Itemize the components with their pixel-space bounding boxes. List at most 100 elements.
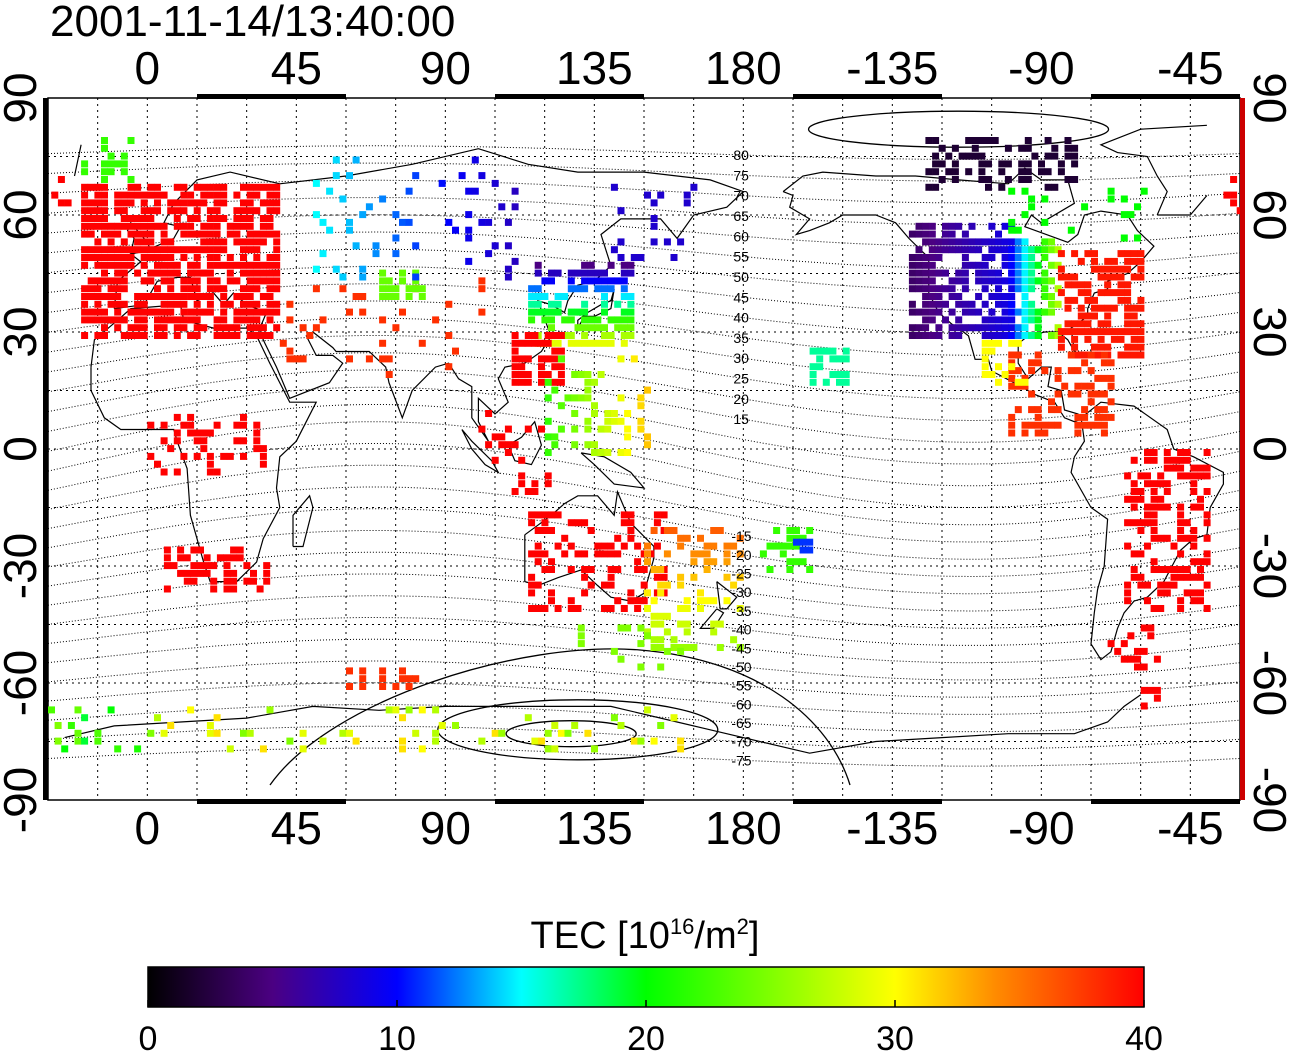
tec-cell bbox=[995, 324, 1002, 332]
tec-cell bbox=[925, 137, 933, 144]
contour-line bbox=[48, 214, 1240, 247]
tec-cell bbox=[418, 339, 426, 347]
tec-cell bbox=[1144, 597, 1151, 605]
tec-cell bbox=[627, 589, 635, 597]
tec-cell bbox=[193, 452, 201, 460]
tec-cell bbox=[981, 363, 989, 371]
tec-cell bbox=[167, 285, 175, 293]
tec-cell bbox=[524, 332, 532, 339]
tec-cell bbox=[1094, 421, 1102, 429]
tec-cell bbox=[259, 230, 267, 238]
tec-cell bbox=[412, 729, 420, 737]
tec-cell bbox=[1054, 324, 1062, 332]
tec-cell bbox=[286, 316, 294, 324]
colorbar-title-sup1: 16 bbox=[670, 914, 694, 939]
tec-cell bbox=[253, 207, 261, 215]
tec-cell bbox=[922, 277, 930, 285]
tec-cell bbox=[564, 394, 572, 402]
tec-cell bbox=[213, 199, 221, 207]
tec-cell bbox=[200, 191, 208, 199]
contour-label--75: -75 bbox=[731, 752, 751, 768]
tec-cell bbox=[206, 246, 214, 254]
tec-cell bbox=[617, 722, 625, 729]
tec-cell bbox=[551, 347, 559, 355]
tec-cell bbox=[981, 269, 989, 277]
lat-tick-left: 0 bbox=[0, 436, 46, 462]
frame-tick-bars bbox=[43, 94, 1245, 804]
lon-tick-top: 180 bbox=[705, 42, 782, 94]
tec-cell bbox=[1014, 254, 1022, 261]
tec-cell bbox=[988, 324, 996, 332]
tec-cell bbox=[971, 137, 979, 144]
tec-cell bbox=[1144, 503, 1151, 511]
tec-cell bbox=[1104, 273, 1112, 281]
tec-cell bbox=[995, 285, 1002, 293]
tec-cell bbox=[1048, 398, 1055, 406]
coastline-0 bbox=[113, 148, 745, 442]
tec-cell bbox=[180, 421, 188, 429]
tec-cell bbox=[412, 273, 420, 281]
contour-label--35: -35 bbox=[731, 603, 751, 619]
tec-cell bbox=[1117, 328, 1125, 336]
tec-cell bbox=[1044, 137, 1052, 144]
tec-cell bbox=[1008, 261, 1016, 269]
tec-cell bbox=[193, 324, 201, 332]
tec-cell bbox=[1110, 289, 1118, 297]
tec-cell bbox=[601, 277, 608, 285]
tec-cell bbox=[637, 663, 645, 671]
tec-cell bbox=[1008, 246, 1016, 254]
tec-cell bbox=[498, 729, 506, 737]
tec-cell bbox=[478, 172, 486, 180]
tec-cell bbox=[928, 238, 936, 246]
tec-cell bbox=[1197, 503, 1204, 511]
tec-cell bbox=[617, 655, 625, 663]
tec-cell bbox=[114, 285, 122, 293]
tec-cell bbox=[107, 316, 115, 324]
tec-cell bbox=[640, 581, 648, 589]
tec-cell bbox=[246, 246, 254, 254]
tec-cell bbox=[1137, 527, 1145, 534]
tec-cell bbox=[1177, 464, 1185, 472]
tec-cell bbox=[587, 527, 595, 534]
contour-label-60: 60 bbox=[733, 228, 749, 244]
tec-cell bbox=[1107, 640, 1115, 648]
tec-cell bbox=[180, 324, 188, 332]
tec-cell bbox=[683, 605, 691, 612]
tec-cell bbox=[541, 605, 549, 612]
tec-cell bbox=[127, 254, 135, 261]
tec-cell bbox=[200, 183, 208, 191]
lat-tick-right: -60 bbox=[1244, 650, 1292, 716]
tec-cell bbox=[975, 238, 983, 246]
tec-cell bbox=[432, 316, 440, 324]
tec-cell bbox=[951, 168, 959, 176]
tec-cell bbox=[1100, 429, 1108, 437]
tec-cell bbox=[1117, 250, 1125, 258]
tec-cell bbox=[1097, 289, 1105, 297]
tec-cell bbox=[167, 199, 175, 207]
tec-cell bbox=[101, 144, 108, 152]
tec-cell bbox=[928, 300, 936, 308]
tec-cell bbox=[1163, 589, 1171, 597]
tec-cell bbox=[690, 644, 698, 651]
tec-cell bbox=[183, 554, 191, 562]
tec-cell bbox=[1014, 406, 1022, 414]
contour-line bbox=[48, 638, 1240, 681]
tec-cell bbox=[246, 199, 254, 207]
tec-cell bbox=[1190, 589, 1198, 597]
tec-cell bbox=[81, 293, 89, 300]
tec-cell bbox=[908, 261, 916, 269]
tec-cell bbox=[975, 246, 983, 254]
tec-cell bbox=[928, 261, 936, 269]
tec-cell bbox=[644, 191, 651, 199]
map-title: 2001-11-14/13:40:00 bbox=[50, 0, 455, 46]
tec-cell bbox=[187, 421, 195, 429]
lon-tick-bottom: 0 bbox=[135, 802, 161, 854]
tec-cell bbox=[1034, 406, 1042, 414]
tec-cell bbox=[173, 324, 181, 332]
tec-cell bbox=[531, 737, 539, 745]
tec-cell bbox=[504, 242, 512, 250]
tec-cell bbox=[538, 339, 545, 347]
tec-cell bbox=[326, 187, 334, 195]
tec-cell bbox=[1100, 421, 1108, 429]
tec-cell bbox=[736, 534, 744, 542]
